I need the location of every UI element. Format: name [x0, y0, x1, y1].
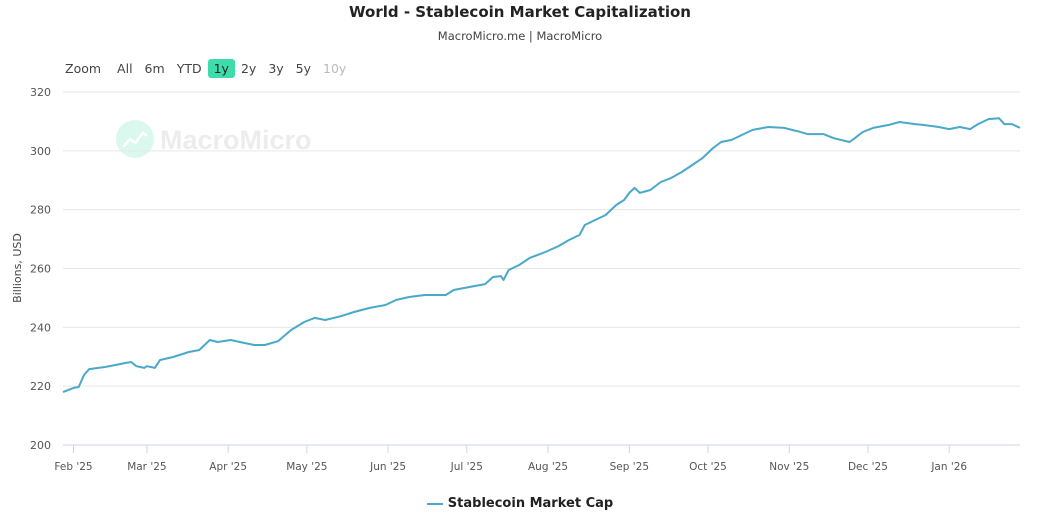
- y-tick-label: 280: [30, 204, 51, 217]
- chart-subtitle: MacroMicro.me | MacroMicro: [437, 29, 603, 43]
- x-tick-label: May '25: [286, 461, 327, 473]
- x-tick-label: Apr '25: [209, 461, 247, 473]
- zoom-button-all[interactable]: All: [117, 61, 133, 76]
- svg-text:MacroMicro: MacroMicro: [160, 125, 312, 155]
- x-tick-label: Mar '25: [127, 461, 166, 473]
- y-tick-label: 200: [30, 439, 51, 452]
- x-tick-label: Jan '26: [930, 461, 967, 473]
- x-tick-label: Nov '25: [769, 461, 809, 473]
- zoom-range-selector: Zoom All 6m YTD 1y 2y 3y 5y 10y: [65, 59, 352, 78]
- legend-label: Stablecoin Market Cap: [447, 496, 614, 511]
- zoom-button-10y: 10y: [323, 61, 347, 76]
- zoom-button-1y[interactable]: 1y: [207, 59, 235, 78]
- x-tick-label: Jun '25: [369, 461, 406, 473]
- x-tick-label: Aug '25: [528, 461, 568, 473]
- y-tick-label: 320: [30, 86, 51, 99]
- y-tick-label: 220: [30, 380, 51, 393]
- y-axis-label: Billions, USD: [11, 233, 24, 303]
- y-tick-label: 240: [30, 321, 51, 334]
- x-tick-label: Oct '25: [689, 461, 727, 473]
- zoom-button-2y[interactable]: 2y: [240, 61, 257, 76]
- x-tick-label: Jul '25: [450, 461, 483, 473]
- zoom-button-ytd[interactable]: YTD: [176, 61, 202, 76]
- x-tick-label: Dec '25: [848, 461, 888, 473]
- macromicro-watermark-logo: MacroMicro: [116, 120, 312, 158]
- legend-item-stablecoin-market-cap[interactable]: Stablecoin Market Cap: [0, 496, 1040, 511]
- legend-swatch: [426, 502, 443, 505]
- series-line-stablecoin-market-cap[interactable]: [62, 117, 1021, 394]
- x-tick-label: Sep '25: [610, 461, 649, 473]
- x-tick-label: Feb '25: [54, 461, 92, 473]
- y-tick-label: 300: [30, 145, 51, 158]
- zoom-button-5y[interactable]: 5y: [295, 61, 312, 76]
- chart-title: World - Stablecoin Market Capitalization: [349, 3, 691, 21]
- zoom-label: Zoom: [65, 61, 102, 76]
- y-tick-label: 260: [30, 263, 51, 276]
- zoom-button-3y[interactable]: 3y: [268, 61, 284, 76]
- zoom-button-6m[interactable]: 6m: [144, 61, 165, 76]
